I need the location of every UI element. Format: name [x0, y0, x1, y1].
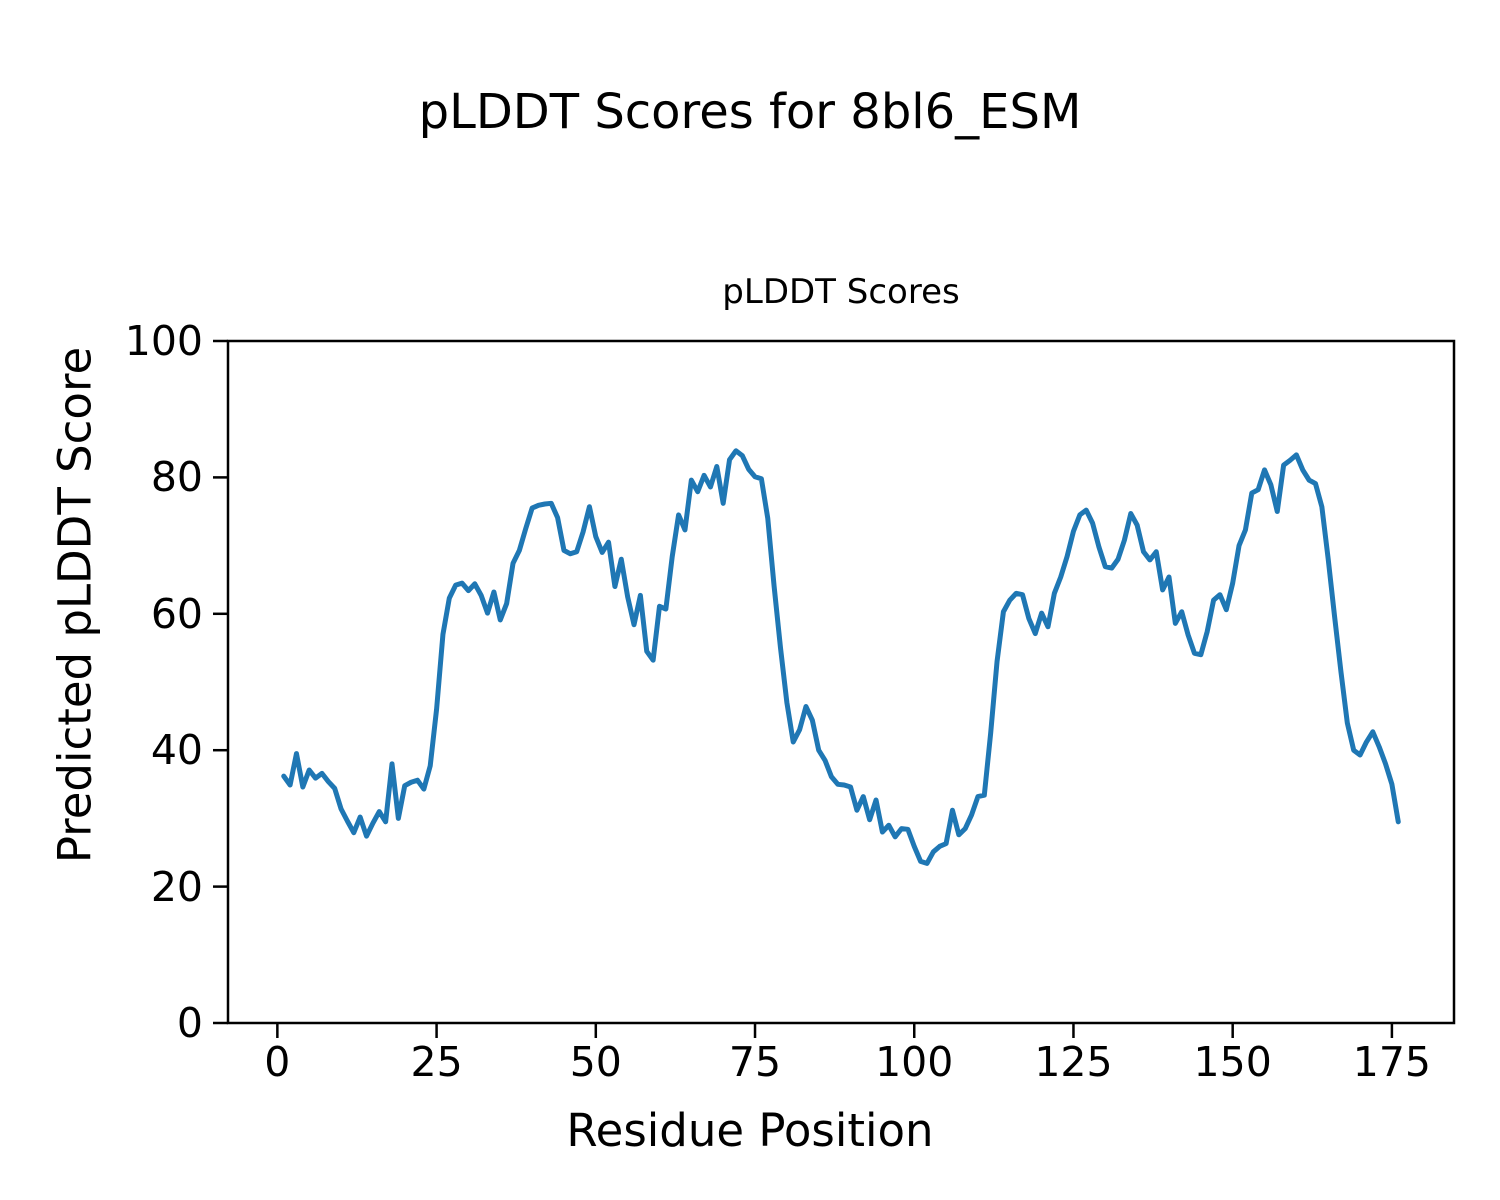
x-tick-label: 0 [264, 1038, 291, 1086]
x-tick-label: 50 [569, 1038, 622, 1086]
axes-spines [226, 339, 1456, 1025]
x-tick-label: 25 [410, 1038, 463, 1086]
y-tick-label: 0 [176, 999, 203, 1047]
plddt-line-series [281, 448, 1401, 866]
x-tick-label: 75 [728, 1038, 782, 1086]
x-axis-label: Residue Position [566, 1104, 934, 1157]
axes-title: pLDDT Scores [722, 272, 960, 312]
x-tick-label: 100 [875, 1038, 954, 1086]
x-tick-label: 150 [1193, 1038, 1272, 1086]
y-tick-label: 20 [150, 862, 203, 911]
x-tick-label: 125 [1034, 1038, 1113, 1086]
y-tick-label: 60 [150, 589, 203, 638]
figure-title: pLDDT Scores for 8bl6_ESM [418, 84, 1082, 140]
y-tick-label: 40 [150, 726, 203, 775]
y-tick-label: 80 [150, 453, 203, 502]
y-tick-label: 100 [124, 317, 203, 365]
x-tick-label: 175 [1352, 1038, 1432, 1086]
y-axis-label: Predicted pLDDT Score [48, 346, 102, 864]
